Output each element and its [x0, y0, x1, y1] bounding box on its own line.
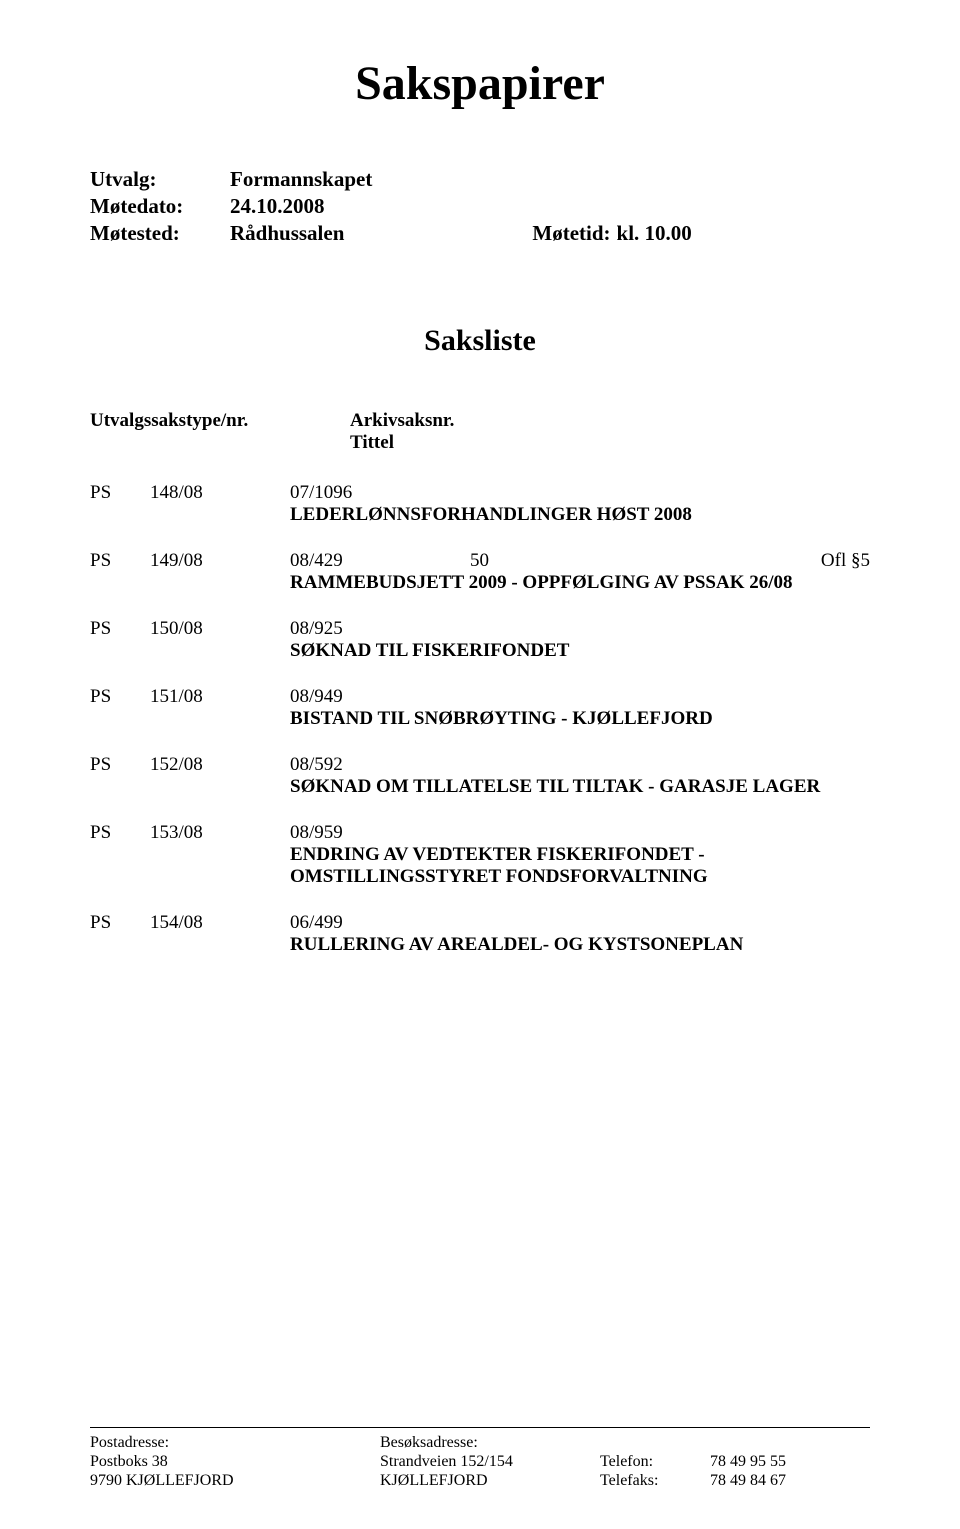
- saksliste-heading: Saksliste: [90, 324, 870, 358]
- item-nr: 154/08: [150, 912, 290, 934]
- list-item: PS 151/08 08/949 BISTAND TIL SNØBRØYTING…: [90, 686, 870, 730]
- item-nr: 152/08: [150, 754, 290, 776]
- meta-row-utvalg: Utvalg: Formannskapet: [90, 167, 870, 192]
- item-line1: PS 148/08 07/1096: [90, 482, 870, 504]
- item-ark: 08/429: [290, 550, 470, 572]
- document-page: Sakspapirer Utvalg: Formannskapet Møteda…: [0, 0, 960, 1529]
- meta-utvalg-label: Utvalg:: [90, 167, 230, 192]
- meeting-meta: Utvalg: Formannskapet Møtedato: 24.10.20…: [90, 167, 870, 246]
- footer-postadresse-line1: Postboks 38: [90, 1453, 380, 1471]
- item-line1: PS 150/08 08/925: [90, 618, 870, 640]
- header-ark: Arkivsaksnr.: [350, 410, 454, 432]
- footer-row: Postboks 38 Strandveien 152/154 Telefon:…: [90, 1453, 870, 1471]
- list-item: PS 153/08 08/959 ENDRING AV VEDTEKTER FI…: [90, 822, 870, 888]
- page-title: Sakspapirer: [90, 56, 870, 111]
- footer: Postadresse: Besøksadresse: Postboks 38 …: [90, 1427, 870, 1491]
- footer-besoksadresse-line1: Strandveien 152/154: [380, 1453, 600, 1471]
- item-nr: 151/08: [150, 686, 290, 708]
- table-header: Utvalgssakstype/nr. Arkivsaksnr. Tittel: [90, 410, 870, 454]
- footer-divider: [90, 1427, 870, 1428]
- item-ps: PS: [90, 754, 150, 776]
- footer-row: Postadresse: Besøksadresse:: [90, 1434, 870, 1452]
- item-line1: PS 151/08 08/949: [90, 686, 870, 708]
- item-line1: PS 149/08 08/429 50 Ofl §5: [90, 550, 870, 572]
- list-item: PS 150/08 08/925 SØKNAD TIL FISKERIFONDE…: [90, 618, 870, 662]
- footer-telefon-value: 78 49 95 55: [710, 1453, 870, 1471]
- item-title: LEDERLØNNSFORHANDLINGER HØST 2008: [290, 504, 870, 526]
- meta-row-motested: Møtested: Rådhussalen Møtetid: kl. 10.00: [90, 221, 870, 246]
- item-nr: 153/08: [150, 822, 290, 844]
- footer-postadresse-label: Postadresse:: [90, 1434, 380, 1452]
- footer-postadresse-line2: 9790 KJØLLEFJORD: [90, 1472, 380, 1490]
- meta-motested-label: Møtested:: [90, 221, 230, 246]
- meta-motetid-value: kl. 10.00: [617, 221, 692, 246]
- item-nr: 149/08: [150, 550, 290, 572]
- item-ark: 08/925: [290, 618, 470, 640]
- footer-besoksadresse-line2: KJØLLEFJORD: [380, 1472, 600, 1490]
- item-ark: 08/592: [290, 754, 470, 776]
- footer-besoksadresse-label: Besøksadresse:: [380, 1434, 600, 1452]
- item-nr: 150/08: [150, 618, 290, 640]
- item-line1: PS 154/08 06/499: [90, 912, 870, 934]
- list-item: PS 154/08 06/499 RULLERING AV AREALDEL- …: [90, 912, 870, 956]
- item-ps: PS: [90, 482, 150, 504]
- item-ps: PS: [90, 912, 150, 934]
- meta-row-motedato: Møtedato: 24.10.2008: [90, 194, 870, 219]
- footer-empty: [600, 1434, 710, 1452]
- item-title: RULLERING AV AREALDEL- OG KYSTSONEPLAN: [290, 934, 870, 956]
- meta-motetid-label: Møtetid:: [532, 221, 610, 246]
- item-ark: 06/499: [290, 912, 470, 934]
- item-ps: PS: [90, 550, 150, 572]
- meta-utvalg-value: Formannskapet: [230, 167, 372, 192]
- meta-motested-value: Rådhussalen: [230, 221, 344, 246]
- list-item: PS 149/08 08/429 50 Ofl §5 RAMMEBUDSJETT…: [90, 550, 870, 594]
- item-title: RAMMEBUDSJETT 2009 - OPPFØLGING AV PSSAK…: [290, 572, 870, 594]
- item-line1: PS 152/08 08/592: [90, 754, 870, 776]
- item-ps: PS: [90, 822, 150, 844]
- header-ark-tittel: Arkivsaksnr. Tittel: [350, 410, 454, 454]
- footer-telefaks-value: 78 49 84 67: [710, 1472, 870, 1490]
- item-ark: 08/959: [290, 822, 470, 844]
- item-line1: PS 153/08 08/959: [90, 822, 870, 844]
- header-type-nr: Utvalgssakstype/nr.: [90, 410, 350, 454]
- item-grad: 50: [470, 550, 570, 572]
- list-item: PS 148/08 07/1096 LEDERLØNNSFORHANDLINGE…: [90, 482, 870, 526]
- item-title: SØKNAD OM TILLATELSE TIL TILTAK - GARASJ…: [290, 776, 870, 798]
- items-list: PS 148/08 07/1096 LEDERLØNNSFORHANDLINGE…: [90, 482, 870, 956]
- meta-motedato-value: 24.10.2008: [230, 194, 325, 219]
- footer-row: 9790 KJØLLEFJORD KJØLLEFJORD Telefaks: 7…: [90, 1472, 870, 1490]
- item-title: ENDRING AV VEDTEKTER FISKERIFONDET - OMS…: [290, 844, 870, 888]
- item-uoff: Ofl §5: [570, 550, 870, 572]
- item-ps: PS: [90, 618, 150, 640]
- item-ps: PS: [90, 686, 150, 708]
- item-title: SØKNAD TIL FISKERIFONDET: [290, 640, 870, 662]
- footer-telefaks-label: Telefaks:: [600, 1472, 710, 1490]
- item-ark: 07/1096: [290, 482, 470, 504]
- item-nr: 148/08: [150, 482, 290, 504]
- footer-telefon-label: Telefon:: [600, 1453, 710, 1471]
- meta-motedato-label: Møtedato:: [90, 194, 230, 219]
- footer-empty: [710, 1434, 870, 1452]
- list-item: PS 152/08 08/592 SØKNAD OM TILLATELSE TI…: [90, 754, 870, 798]
- item-title: BISTAND TIL SNØBRØYTING - KJØLLEFJORD: [290, 708, 870, 730]
- header-tittel: Tittel: [350, 432, 454, 454]
- item-ark: 08/949: [290, 686, 470, 708]
